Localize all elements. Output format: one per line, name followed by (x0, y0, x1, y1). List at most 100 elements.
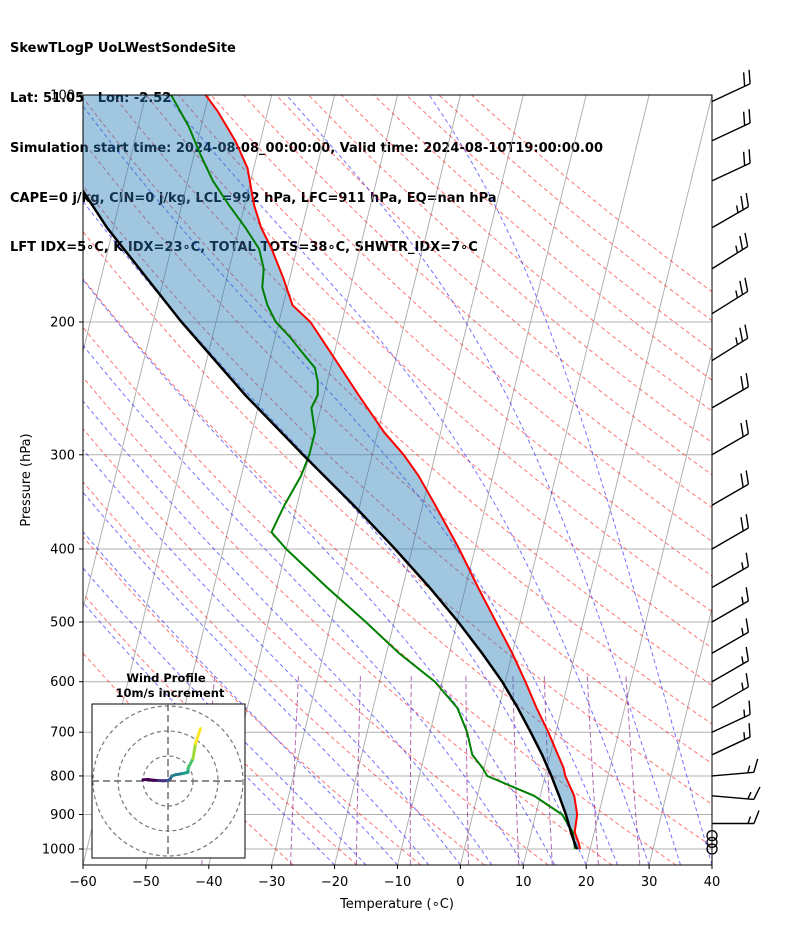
moist-adiabat (165, 95, 650, 865)
moist-adiabat (83, 530, 398, 865)
wind-barb-half-flag (741, 627, 744, 636)
wind-barb-flag (745, 192, 750, 207)
wind-barb-staff (711, 433, 749, 456)
parcel-profile-line (83, 188, 579, 850)
wind-barb-flag (745, 373, 750, 388)
wind-barb-staff (711, 386, 749, 409)
wind-barb-staff (711, 483, 749, 506)
axes: −60 −50 −40 −30 −20 −10 0 10 20 30 40 1000 900 800 700… (42, 89, 720, 891)
y-tick-label: 300 (50, 448, 75, 463)
wind-barb-flag (740, 517, 744, 532)
x-tick-label: 40 (704, 875, 721, 890)
calm-wind-barb (706, 836, 718, 849)
moist-adiabat (83, 279, 556, 865)
wind-barb-flag (748, 109, 751, 124)
wind-barb-staff (711, 631, 749, 654)
inset-content (92, 704, 245, 858)
wind-barb-flag (748, 723, 751, 738)
wind-barb-staff (711, 736, 751, 756)
wind-barb-flag (739, 235, 744, 250)
wind-barb-staff (711, 527, 749, 550)
x-tick-label: −20 (321, 875, 348, 890)
title-line-3: Simulation start time: 2024-08-08_00:00:… (10, 140, 603, 156)
plot-content (83, 95, 582, 850)
y-tick-label: 200 (50, 315, 75, 330)
wind-barb-flag (740, 376, 744, 391)
wind-barb-flag (739, 280, 744, 295)
isotherm (585, 349, 712, 865)
wind-barb-half-flag (735, 245, 739, 254)
wind-barb-flag (745, 552, 750, 567)
isotherm (648, 606, 712, 865)
x-tick-label: 30 (641, 875, 658, 890)
temperature-line (204, 95, 582, 850)
wind-barb-staff (711, 290, 748, 315)
moist-adiabat (83, 448, 461, 865)
x-tick-label: −50 (132, 875, 159, 890)
y-tick-label: 100 (50, 89, 75, 104)
moist-adiabat (83, 105, 619, 865)
dry-adiabat (405, 95, 712, 351)
title-line-5: LFT IDX=5∘C, K IDX=23∘C, TOTAL TOTS=38∘C… (10, 240, 478, 256)
wind-barb-flag (745, 514, 750, 529)
background-lines (0, 95, 712, 865)
isotherm (334, 95, 524, 865)
moist-adiabat (286, 95, 681, 865)
wind-barb-half-flag (735, 290, 739, 298)
isotherm (459, 95, 650, 865)
wind-barb-flag (744, 232, 749, 247)
wind-barb-staff (711, 771, 754, 777)
wind-barb-flag (745, 587, 750, 602)
wind-barb-flag (748, 69, 751, 84)
x-tick-label: −10 (384, 875, 411, 890)
wind-barb-flag (753, 758, 759, 773)
wind-barb-half-flag (741, 656, 744, 664)
moist-adiabat (428, 95, 712, 865)
x-axis-label: Temperature (∘C) (339, 897, 454, 912)
isotherm (271, 95, 461, 865)
y-tick-label: 900 (50, 808, 75, 823)
moist-adiabat (83, 491, 430, 865)
wind-barb-flag (753, 786, 761, 800)
dry-adiabat (308, 95, 712, 444)
wind-barb-flag (745, 673, 750, 688)
wind-barb-staff (711, 565, 749, 589)
wind-barb-half-flag (741, 682, 744, 691)
isotherm (83, 95, 147, 354)
x-tick-label: 20 (578, 875, 595, 890)
wind-barb-half-flag (747, 816, 752, 824)
isotherm (83, 95, 84, 97)
isotherm (522, 95, 712, 865)
wind-barb-staff (711, 795, 754, 801)
y-tick-label: 700 (50, 726, 75, 741)
wind-barb-half-flag (743, 709, 746, 718)
moist-adiabat (83, 344, 524, 865)
wind-barb-staff (711, 686, 749, 709)
wind-barb-flag (739, 327, 744, 342)
wind-barb-staff (711, 245, 748, 270)
wind-barb-staff (711, 206, 749, 229)
x-tick-label: −30 (258, 875, 285, 890)
y-axis-label: Pressure (hPa) (19, 433, 34, 526)
wind-barb-flag (744, 324, 749, 339)
hodograph-segment (196, 727, 202, 738)
wind-barb-staff (711, 337, 748, 362)
x-tick-label: 0 (456, 875, 464, 890)
wind-barb-staff (711, 660, 749, 683)
wind-barb-flag (742, 72, 746, 87)
wind-barb-staff (711, 713, 751, 733)
wind-barb-half-flag (741, 596, 744, 605)
dry-adiabat (83, 376, 613, 865)
dry-adiabat (471, 95, 712, 293)
dry-adiabat (83, 427, 549, 865)
mixing-ratio-line (586, 676, 599, 865)
dry-adiabat (83, 277, 712, 847)
mixing-ratio-line (465, 676, 469, 865)
y-tick-label: 400 (50, 542, 75, 557)
wind-barb-half-flag (735, 205, 739, 213)
wind-barb-staff (711, 83, 751, 103)
moist-adiabat (83, 601, 335, 865)
mixing-ratio-line (543, 676, 553, 865)
isotherm (0, 95, 20, 865)
y-tick-label: 800 (50, 769, 75, 784)
